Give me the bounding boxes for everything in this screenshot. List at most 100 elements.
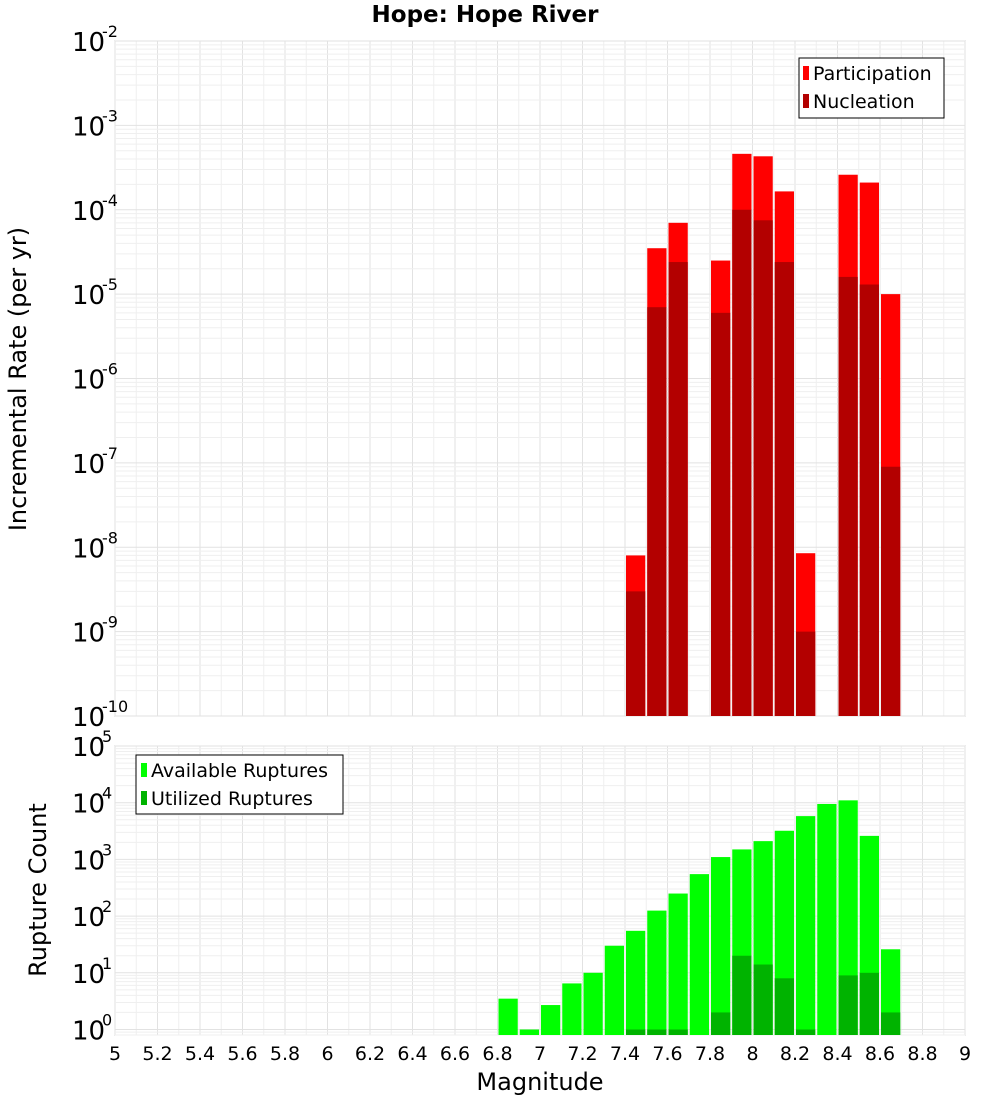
x-tick-label: 8 xyxy=(746,1043,758,1065)
x-tick-label: 6.8 xyxy=(482,1043,512,1065)
rate-plot-bars xyxy=(626,153,901,717)
rate-y-tick-label: 10 xyxy=(72,450,105,480)
utilized-ruptures-bar xyxy=(859,972,879,1035)
rupture-y-tick-label: 10 xyxy=(72,1017,105,1047)
utilized-ruptures-bar xyxy=(732,955,752,1035)
available-ruptures-bar xyxy=(647,910,667,1035)
available-ruptures-bar xyxy=(519,1029,539,1035)
rate-y-tick-exponent: -5 xyxy=(102,275,118,294)
rupture-legend-box xyxy=(135,754,344,815)
nucleation-bar xyxy=(626,591,646,716)
rate-legend-box xyxy=(798,57,945,119)
participation-legend-label: Participation xyxy=(813,63,932,85)
utilized-ruptures-bar xyxy=(881,1012,901,1035)
x-tick-label: 8.6 xyxy=(865,1043,895,1065)
x-tick-label: 6.2 xyxy=(355,1043,385,1065)
rate-y-tick-label: 10 xyxy=(72,28,105,58)
x-tick-label: 8.4 xyxy=(822,1043,852,1065)
rate-y-tick-exponent: -4 xyxy=(102,191,118,210)
nucleation-bar xyxy=(838,276,858,716)
rate-y-tick-label: 10 xyxy=(72,112,105,142)
utilized-ruptures-bar xyxy=(711,1012,731,1035)
rate-y-tick-exponent: -9 xyxy=(102,613,118,632)
x-axis-title: Magnitude xyxy=(476,1068,603,1096)
available-ruptures-bar xyxy=(626,930,646,1035)
rupture-y-tick-label: 10 xyxy=(72,846,105,876)
x-tick-label: 5.6 xyxy=(227,1043,257,1065)
x-tick-label: 8.8 xyxy=(907,1043,937,1065)
magnitude-x-ticks: 5 5.2 5.4 5.6 5.8 6 6.2 6.4 6.6 6.8 7 7.2 7.4 7.6 7.8 8… xyxy=(109,1043,971,1065)
rupture-y-axis-title: Rupture Count xyxy=(24,803,52,977)
utilized-ruptures-bar xyxy=(774,978,794,1035)
utilized-legend-swatch xyxy=(141,791,147,805)
available-ruptures-bar xyxy=(541,1005,561,1035)
rupture-y-tick-exponent: 1 xyxy=(102,954,112,973)
rupture-y-tick-exponent: 0 xyxy=(102,1011,112,1030)
x-tick-label: 5.2 xyxy=(142,1043,172,1065)
available-ruptures-bar xyxy=(498,998,518,1035)
rate-y-tick-label: 10 xyxy=(72,281,105,311)
utilized-ruptures-bar xyxy=(626,1029,646,1035)
rupture-y-tick-label: 10 xyxy=(72,903,105,933)
participation-legend-swatch xyxy=(803,66,809,80)
available-ruptures-bar xyxy=(668,893,688,1035)
rupture-y-tick-exponent: 5 xyxy=(102,727,112,746)
x-tick-label: 9 xyxy=(959,1043,971,1065)
rate-y-tick-exponent: -6 xyxy=(102,360,118,379)
utilized-legend-label: Utilized Ruptures xyxy=(151,788,313,810)
x-tick-label: 6 xyxy=(321,1043,333,1065)
available-ruptures-bar xyxy=(583,972,603,1035)
utilized-ruptures-bar xyxy=(838,975,858,1035)
rate-legend: Participation Nucleation xyxy=(798,57,945,119)
nucleation-legend-swatch xyxy=(803,94,809,108)
nucleation-bar xyxy=(711,312,731,716)
x-tick-label: 7.6 xyxy=(652,1043,682,1065)
utilized-ruptures-bar xyxy=(647,1029,667,1035)
available-legend-swatch xyxy=(141,763,147,777)
rate-y-tick-exponent: -2 xyxy=(102,22,118,41)
rupture-plot-grid xyxy=(114,745,966,1036)
rate-y-tick-label: 10 xyxy=(72,366,105,396)
chart-title: Hope: Hope River xyxy=(372,2,600,28)
rate-y-tick-label: 10 xyxy=(72,197,105,227)
rate-plot-grid xyxy=(114,40,966,717)
utilized-ruptures-bar xyxy=(753,964,773,1035)
rate-y-tick-exponent: -3 xyxy=(102,106,118,125)
rate-y-axis-title: Incremental Rate (per yr) xyxy=(4,227,32,531)
x-tick-label: 5.4 xyxy=(185,1043,215,1065)
nucleation-legend-label: Nucleation xyxy=(813,91,915,113)
rupture-y-tick-exponent: 2 xyxy=(102,897,112,916)
rate-y-tick-label: 10 xyxy=(72,619,105,649)
x-tick-label: 7.8 xyxy=(695,1043,725,1065)
rupture-plot-bars xyxy=(498,800,901,1035)
rupture-y-tick-label: 10 xyxy=(72,960,105,990)
x-tick-label: 7.4 xyxy=(610,1043,640,1065)
nucleation-bar xyxy=(668,262,688,716)
available-ruptures-bar xyxy=(796,816,816,1035)
nucleation-bar xyxy=(753,220,773,717)
rate-y-tick-exponent: -7 xyxy=(102,444,118,463)
nucleation-bar xyxy=(881,466,901,716)
available-ruptures-bar xyxy=(817,803,837,1035)
available-legend-label: Available Ruptures xyxy=(151,760,328,782)
available-ruptures-bar xyxy=(711,857,731,1035)
available-ruptures-bar xyxy=(689,874,709,1035)
rupture-y-tick-label: 10 xyxy=(72,733,105,763)
nucleation-bar xyxy=(647,307,667,716)
rupture-y-tick-exponent: 3 xyxy=(102,840,112,859)
rate-y-tick-label: 10 xyxy=(72,534,105,564)
rate-y-tick-label: 10 xyxy=(72,703,105,733)
x-tick-label: 6.4 xyxy=(397,1043,427,1065)
available-ruptures-bar xyxy=(604,945,624,1035)
x-tick-label: 5.8 xyxy=(270,1043,300,1065)
x-tick-label: 8.2 xyxy=(780,1043,810,1065)
rate-y-tick-exponent: -10 xyxy=(102,697,128,716)
utilized-ruptures-bar xyxy=(668,1029,688,1035)
nucleation-bar xyxy=(796,631,816,716)
rupture-y-tick-label: 10 xyxy=(72,790,105,820)
